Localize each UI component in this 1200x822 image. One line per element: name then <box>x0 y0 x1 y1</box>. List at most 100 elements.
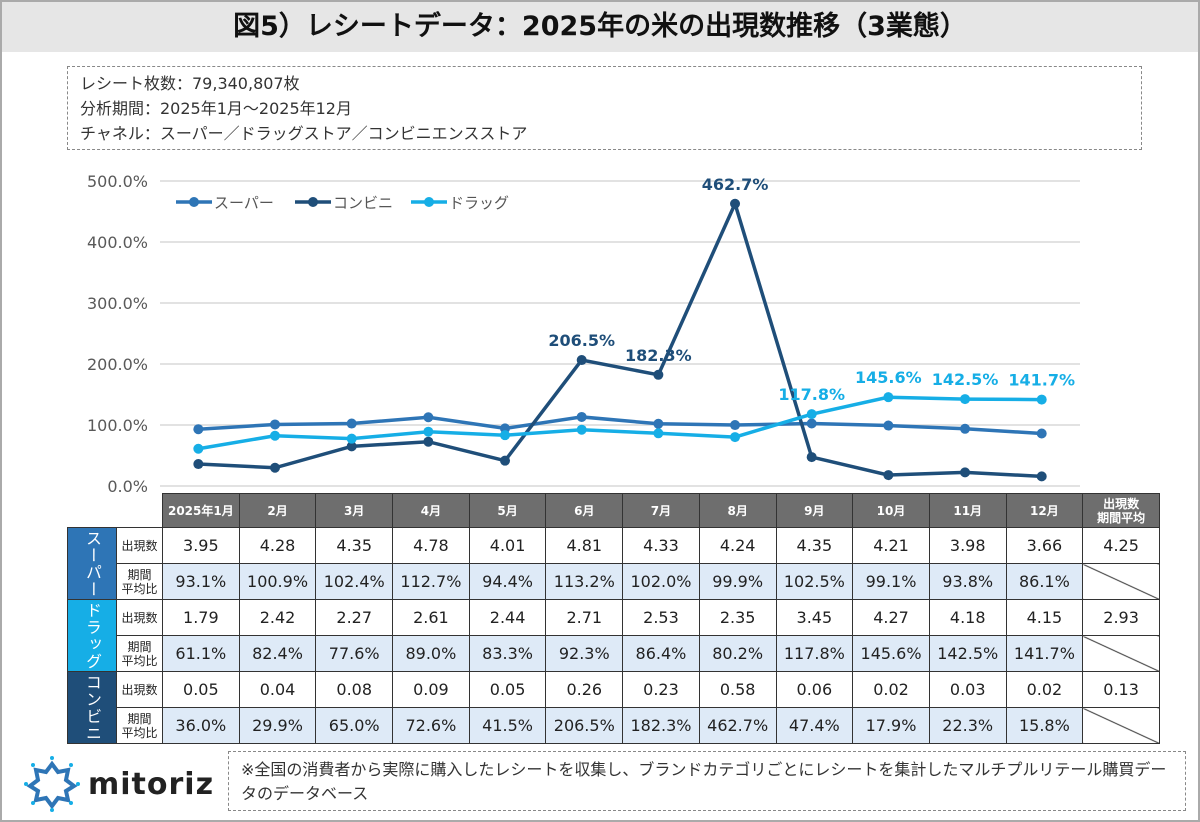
ratio-cell: 65.0% <box>315 707 394 744</box>
data-label: 141.7% <box>1008 371 1075 390</box>
count-cell: 4.81 <box>545 527 624 564</box>
data-point <box>730 198 741 209</box>
count-cell: 2.61 <box>392 599 470 636</box>
count-cell: 0.06 <box>775 671 854 708</box>
data-label: 206.5% <box>548 331 615 350</box>
count-cell: 2.35 <box>698 599 777 636</box>
ratio-cell: 102.4% <box>315 563 394 600</box>
data-point <box>960 394 971 405</box>
chart-title: 図5）レシートデータ：2025年の米の出現数推移（3業態） <box>2 2 1198 52</box>
count-cell: 4.35 <box>315 527 394 564</box>
data-point <box>270 430 281 441</box>
ratio-cell: 145.6% <box>852 635 930 672</box>
ratio-cell: 92.3% <box>545 635 624 672</box>
data-point <box>883 392 894 403</box>
series-line <box>198 198 1042 479</box>
count-cell: 4.28 <box>238 527 317 564</box>
data-point <box>270 419 281 430</box>
avg-cell: 0.13 <box>1082 671 1160 708</box>
data-label: 145.6% <box>855 368 922 387</box>
month-header: 4月 <box>392 493 470 528</box>
ratio-cell: 100.9% <box>238 563 317 600</box>
empty-cell <box>1082 707 1160 744</box>
ratio-cell: 89.0% <box>392 635 470 672</box>
ratio-cell: 117.8% <box>775 635 854 672</box>
month-header: 8月 <box>698 493 777 528</box>
ratio-cell: 47.4% <box>775 707 854 744</box>
data-point <box>960 467 971 478</box>
count-cell: 4.78 <box>392 527 470 564</box>
data-point <box>1036 394 1047 405</box>
count-cell: 2.27 <box>315 599 394 636</box>
mitoriz-logo-icon <box>24 756 80 812</box>
data-point <box>346 441 357 452</box>
month-header: 2月 <box>238 493 317 528</box>
count-cell: 3.95 <box>162 527 240 564</box>
count-cell: 0.58 <box>698 671 777 708</box>
legend-marker <box>308 197 318 207</box>
count-cell: 0.04 <box>238 671 317 708</box>
count-cell: 4.01 <box>468 527 547 564</box>
info-receipts: レシート枚数：79,340,807枚 <box>80 74 300 93</box>
ratio-row: 期間 平均比 36.0% 29.9% 65.0% 72.6% 41.5% 206.5% 182… <box>68 707 1160 744</box>
y-tick-label: 400.0% <box>87 233 148 252</box>
ratio-cell: 86.1% <box>1005 563 1084 600</box>
month-header: 10月 <box>852 493 930 528</box>
info-box: レシート枚数：79,340,807枚 分析期間：2025年1月～2025年12月… <box>67 66 1142 150</box>
count-cell: 0.26 <box>545 671 624 708</box>
ratio-cell: 82.4% <box>238 635 317 672</box>
ratio-cell: 61.1% <box>162 635 240 672</box>
row-label: 期間 平均比 <box>116 563 163 600</box>
month-header: 9月 <box>775 493 854 528</box>
month-header: 12月 <box>1005 493 1084 528</box>
empty-cell <box>1082 635 1160 672</box>
month-header: 11月 <box>928 493 1007 528</box>
y-tick-label: 300.0% <box>87 294 148 313</box>
count-row: コンビニ 出現数 0.05 0.04 0.08 0.09 0.05 0.26 0.23 0.58 0… <box>67 671 1160 744</box>
count-cell: 4.21 <box>852 527 930 564</box>
ratio-cell: 77.6% <box>315 635 394 672</box>
data-point <box>270 462 281 473</box>
row-label: 出現数 <box>116 599 163 636</box>
count-cell: 4.24 <box>698 527 777 564</box>
data-point <box>423 412 434 423</box>
avg-header-text: 出現数 期間平均 <box>1097 496 1146 525</box>
ratio-cell: 15.8% <box>1005 707 1084 744</box>
avg-cell: 4.25 <box>1082 527 1160 564</box>
count-cell: 4.33 <box>622 527 700 564</box>
legend-label: ドラッグ <box>449 194 509 212</box>
row-label: 出現数 <box>116 527 163 564</box>
count-cell: 4.35 <box>775 527 854 564</box>
data-point <box>346 418 357 429</box>
ratio-cell: 206.5% <box>545 707 624 744</box>
count-cell: 0.09 <box>392 671 470 708</box>
ratio-cell: 102.5% <box>775 563 854 600</box>
legend-marker <box>189 197 199 207</box>
data-point <box>423 436 434 447</box>
count-cell: 0.08 <box>315 671 394 708</box>
group-label: ドラッグ <box>67 599 117 672</box>
avg-cell: 2.93 <box>1082 599 1160 636</box>
count-cell: 0.23 <box>622 671 700 708</box>
data-point <box>576 355 587 366</box>
y-tick-label: 100.0% <box>87 416 148 435</box>
logo-text: mitoriz <box>88 766 215 802</box>
data-point <box>576 424 587 435</box>
data-point <box>193 424 204 435</box>
data-label: 117.8% <box>778 385 845 404</box>
data-table: 2025年1月 2月 3月 4月 5月 6月 7月 8月 9月 10月 11月 12月 出現数 期間平均… <box>67 493 1160 744</box>
ratio-cell: 41.5% <box>468 707 547 744</box>
ratio-row: 期間 平均比 93.1% 100.9% 102.4% 112.7% 94.4% 113.2%… <box>68 563 1160 600</box>
ratio-cell: 142.5% <box>928 635 1007 672</box>
legend-marker <box>424 197 434 207</box>
ratio-cell: 141.7% <box>1005 635 1084 672</box>
logo: mitoriz <box>24 756 214 812</box>
ratio-cell: 36.0% <box>162 707 240 744</box>
data-point <box>653 418 664 429</box>
info-period: 分析期間：2025年1月～2025年12月 <box>80 99 352 118</box>
header-row: 2025年1月 2月 3月 4月 5月 6月 7月 8月 9月 10月 11月 12月 出現数 期間平均 <box>67 493 1160 528</box>
count-cell: 2.71 <box>545 599 624 636</box>
group-label: コンビニ <box>67 671 117 744</box>
count-cell: 2.44 <box>468 599 547 636</box>
legend-label: コンビニ <box>333 194 393 212</box>
